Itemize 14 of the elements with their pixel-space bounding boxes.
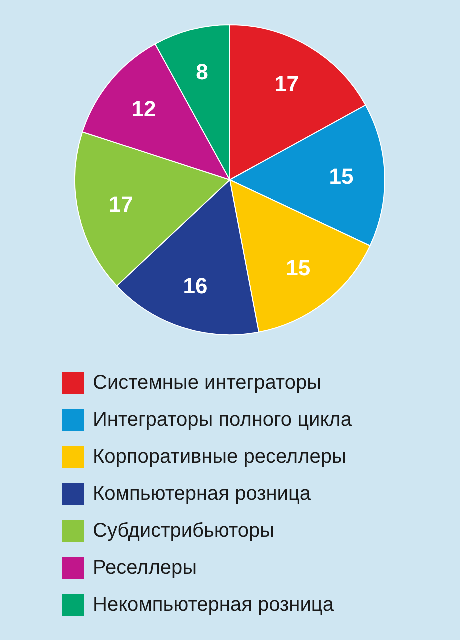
data-label: 15 — [286, 256, 311, 281]
legend-label: Корпоративные реселлеры — [93, 446, 346, 468]
data-label: 17 — [108, 192, 134, 217]
legend-label: Некомпьютерная розница — [93, 594, 335, 616]
data-label: 8 — [196, 59, 208, 84]
data-label: 15 — [329, 164, 354, 189]
legend-label: Субдистрибьюторы — [93, 520, 275, 542]
data-label: 16 — [183, 274, 208, 299]
legend-label: Реселлеры — [93, 557, 198, 579]
data-label: 12 — [132, 96, 156, 122]
legend-label: Интеграторы полного цикла — [93, 409, 353, 431]
data-label: 17 — [274, 71, 300, 96]
legend-label: Системные интеграторы — [93, 372, 322, 394]
legend-label: Компьютерная розница — [93, 483, 312, 505]
